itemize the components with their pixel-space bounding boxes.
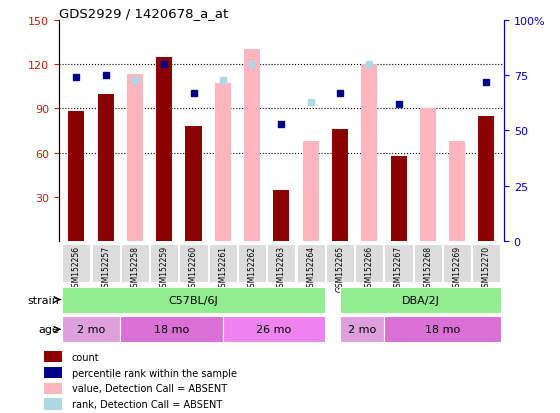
Bar bbox=[44, 399, 62, 410]
FancyBboxPatch shape bbox=[326, 244, 354, 282]
FancyBboxPatch shape bbox=[267, 244, 296, 282]
Bar bbox=[449, 141, 465, 242]
Bar bbox=[478, 116, 494, 242]
Bar bbox=[215, 84, 231, 242]
Bar bbox=[68, 112, 85, 242]
FancyBboxPatch shape bbox=[340, 317, 384, 342]
FancyBboxPatch shape bbox=[355, 244, 384, 282]
Text: 18 mo: 18 mo bbox=[154, 325, 189, 335]
Text: 26 mo: 26 mo bbox=[256, 325, 292, 335]
Text: 2 mo: 2 mo bbox=[77, 325, 105, 335]
FancyBboxPatch shape bbox=[223, 317, 325, 342]
FancyBboxPatch shape bbox=[120, 317, 223, 342]
Text: 18 mo: 18 mo bbox=[425, 325, 460, 335]
Text: GSM152269: GSM152269 bbox=[452, 245, 461, 291]
Text: GSM152257: GSM152257 bbox=[101, 245, 110, 291]
Text: GSM152262: GSM152262 bbox=[248, 245, 256, 291]
Text: count: count bbox=[72, 352, 100, 362]
Text: age: age bbox=[39, 325, 59, 335]
Text: GSM152268: GSM152268 bbox=[423, 245, 432, 291]
FancyBboxPatch shape bbox=[414, 244, 442, 282]
Bar bbox=[156, 57, 172, 242]
Bar bbox=[302, 141, 319, 242]
FancyBboxPatch shape bbox=[62, 317, 120, 342]
FancyBboxPatch shape bbox=[384, 317, 501, 342]
Text: GSM152270: GSM152270 bbox=[482, 245, 491, 291]
Text: DBA/2J: DBA/2J bbox=[402, 295, 440, 305]
Bar bbox=[361, 65, 377, 242]
FancyBboxPatch shape bbox=[473, 244, 501, 282]
Bar bbox=[332, 130, 348, 242]
Bar bbox=[44, 367, 62, 378]
FancyBboxPatch shape bbox=[179, 244, 208, 282]
Bar bbox=[44, 351, 62, 362]
Bar bbox=[273, 190, 290, 242]
Text: rank, Detection Call = ABSENT: rank, Detection Call = ABSENT bbox=[72, 399, 222, 409]
Text: GSM152266: GSM152266 bbox=[365, 245, 374, 291]
FancyBboxPatch shape bbox=[385, 244, 413, 282]
Text: GSM152264: GSM152264 bbox=[306, 245, 315, 291]
Bar bbox=[420, 109, 436, 242]
Text: GSM152263: GSM152263 bbox=[277, 245, 286, 291]
Bar bbox=[390, 156, 407, 242]
Text: GSM152259: GSM152259 bbox=[160, 245, 169, 291]
Bar bbox=[97, 94, 114, 242]
Text: percentile rank within the sample: percentile rank within the sample bbox=[72, 368, 237, 377]
FancyBboxPatch shape bbox=[297, 244, 325, 282]
FancyBboxPatch shape bbox=[443, 244, 471, 282]
Text: GSM152265: GSM152265 bbox=[335, 245, 344, 291]
FancyBboxPatch shape bbox=[150, 244, 178, 282]
FancyBboxPatch shape bbox=[238, 244, 266, 282]
Text: GSM152261: GSM152261 bbox=[218, 245, 227, 291]
Text: GSM152258: GSM152258 bbox=[130, 245, 139, 291]
FancyBboxPatch shape bbox=[62, 244, 90, 282]
Text: C57BL/6J: C57BL/6J bbox=[169, 295, 218, 305]
FancyBboxPatch shape bbox=[340, 287, 501, 313]
Text: 2 mo: 2 mo bbox=[348, 325, 376, 335]
Text: strain: strain bbox=[27, 295, 59, 305]
Bar bbox=[185, 127, 202, 242]
FancyBboxPatch shape bbox=[92, 244, 120, 282]
FancyBboxPatch shape bbox=[209, 244, 237, 282]
Bar bbox=[244, 50, 260, 242]
Bar bbox=[44, 382, 62, 394]
FancyBboxPatch shape bbox=[121, 244, 149, 282]
FancyBboxPatch shape bbox=[62, 287, 325, 313]
Text: GSM152256: GSM152256 bbox=[72, 245, 81, 291]
Text: GSM152260: GSM152260 bbox=[189, 245, 198, 291]
Text: value, Detection Call = ABSENT: value, Detection Call = ABSENT bbox=[72, 384, 227, 394]
Text: GDS2929 / 1420678_a_at: GDS2929 / 1420678_a_at bbox=[59, 7, 228, 19]
Bar bbox=[127, 75, 143, 242]
Text: GSM152267: GSM152267 bbox=[394, 245, 403, 291]
